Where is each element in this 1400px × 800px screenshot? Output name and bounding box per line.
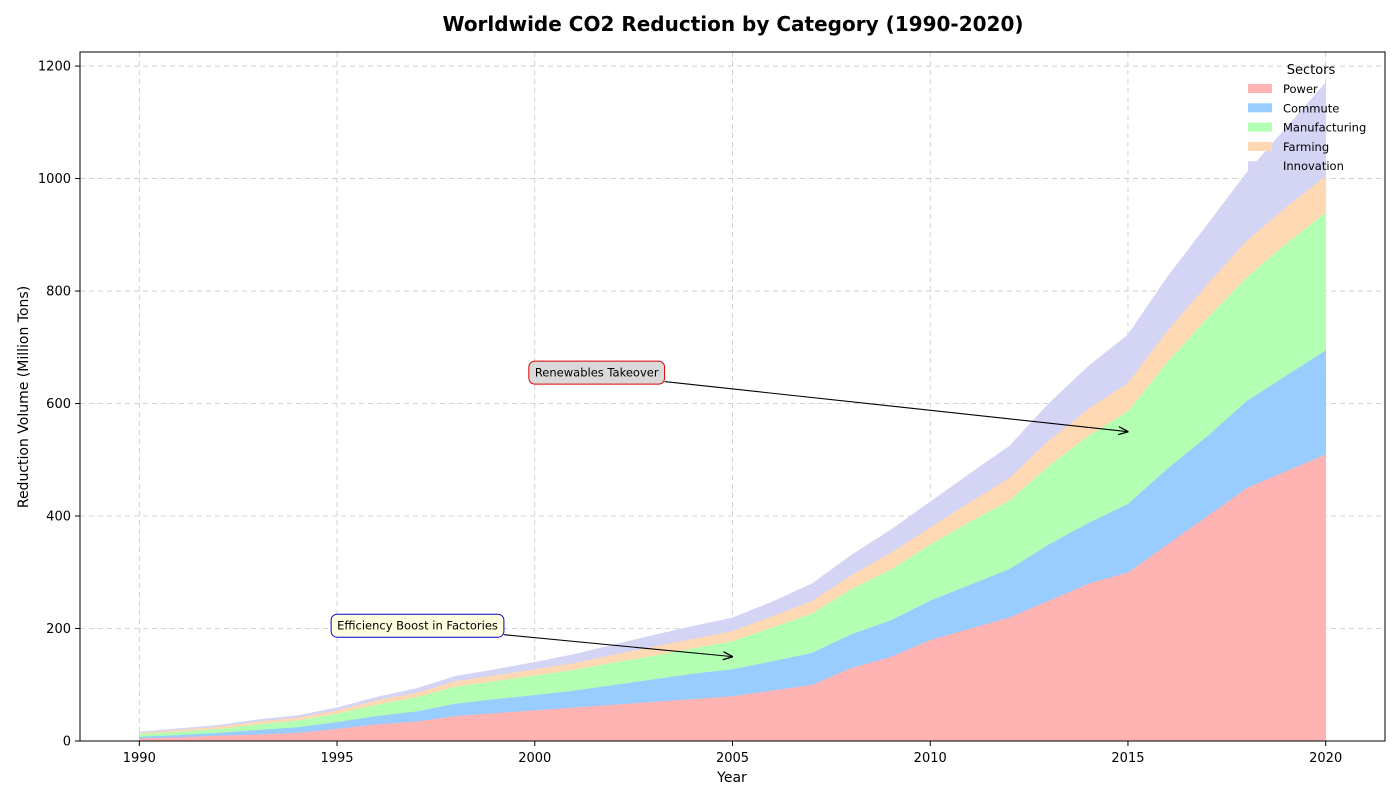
legend-title: Sectors (1287, 63, 1336, 78)
annotations: Renewables Takeover Efficiency Boost in F… (330, 360, 1128, 657)
legend-label-innovation: Innovation (1283, 159, 1344, 173)
x-axis-label: Year (716, 770, 747, 786)
annotation: Efficiency Boost in Factories (330, 613, 733, 657)
legend-swatch-manufacturing (1248, 122, 1272, 132)
x-tick-label: 2005 (716, 751, 749, 766)
annotation-text: Efficiency Boost in Factories (337, 619, 498, 633)
y-tick-label: 200 (46, 622, 71, 637)
stacked-areas (139, 82, 1326, 742)
legend-swatch-power (1248, 84, 1272, 93)
annotation-text: Renewables Takeover (535, 366, 659, 380)
x-tick-label: 2000 (518, 751, 551, 766)
y-tick-label: 1200 (38, 60, 71, 75)
annotation: Renewables Takeover (528, 360, 1128, 432)
x-tick-label: 1990 (123, 751, 156, 766)
legend-swatch-commute (1248, 103, 1272, 113)
legend-label-power: Power (1283, 82, 1318, 96)
annotation-box (528, 360, 666, 385)
y-tick-label: 400 (46, 510, 71, 525)
y-tick-label: 1000 (38, 172, 71, 187)
legend: Sectors Power Commute Manufacturing Farming I… (1248, 63, 1366, 173)
legend-label-manufacturing: Manufacturing (1283, 121, 1366, 135)
y-tick-label: 600 (46, 397, 71, 412)
y-axis-ticks: 0 200 400 600 800 1000 1200 (38, 60, 80, 750)
area-innovation (139, 82, 1326, 733)
x-tick-label: 2015 (1111, 751, 1144, 766)
chart-title: Worldwide CO2 Reduction by Category (199… (442, 12, 1023, 36)
annotation-box (330, 613, 505, 638)
annotation-arrow (664, 381, 1128, 432)
x-tick-label: 1995 (320, 751, 353, 766)
y-tick-label: 800 (46, 285, 71, 300)
legend-label-commute: Commute (1283, 101, 1339, 115)
x-tick-label: 2010 (914, 751, 947, 766)
legend-label-farming: Farming (1283, 140, 1329, 154)
annotation-arrow (503, 634, 733, 657)
y-tick-label: 0 (63, 735, 71, 750)
legend-swatch-innovation (1248, 161, 1272, 171)
y-axis-label: Reduction Volume (Million Tons) (16, 286, 32, 508)
x-tick-label: 2020 (1309, 751, 1342, 766)
x-axis-ticks: 1990 1995 2000 2005 2010 2015 2020 (123, 741, 1342, 766)
legend-swatch-farming (1248, 141, 1272, 151)
